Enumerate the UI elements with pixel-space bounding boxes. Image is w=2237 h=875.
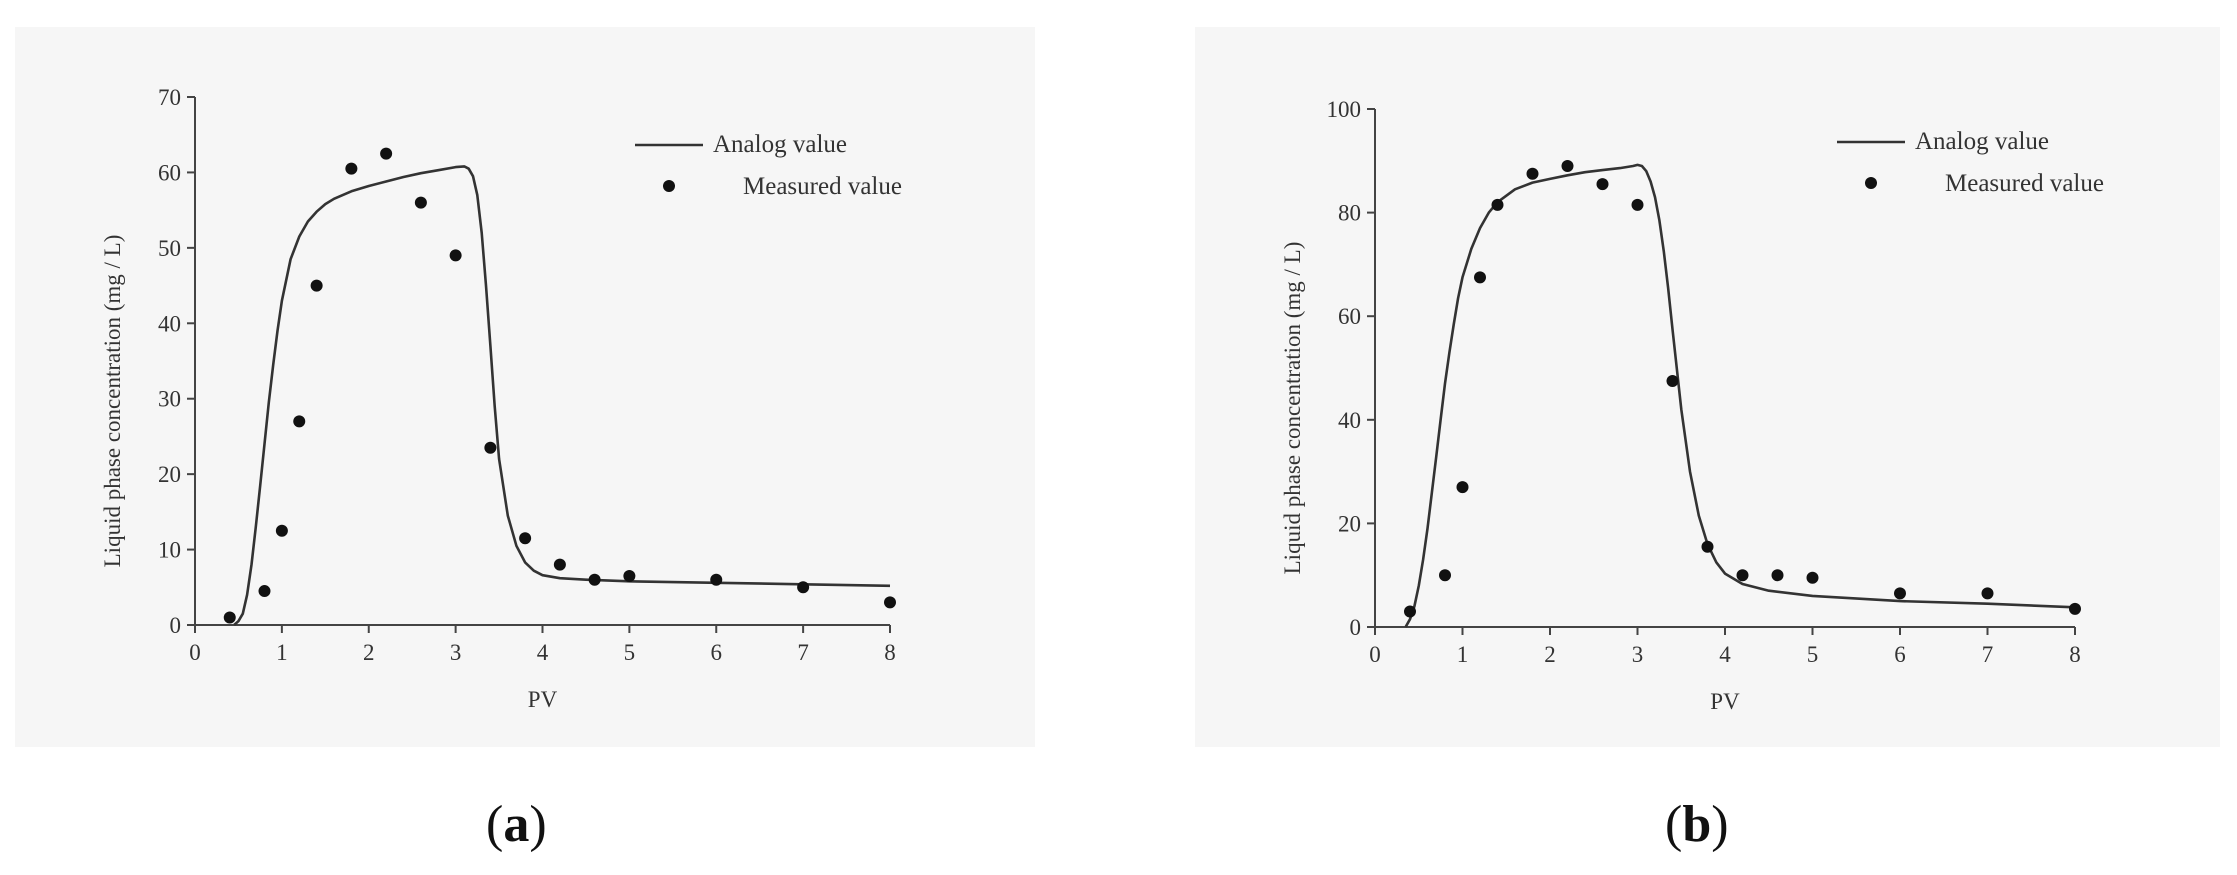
- measured-value-point: [1456, 481, 1469, 494]
- y-tick-label: 60: [158, 160, 181, 185]
- caption-b-close: ): [1711, 796, 1729, 853]
- caption-b: (b): [1665, 795, 1729, 854]
- measured-value-point: [310, 279, 323, 292]
- y-tick-label: 0: [170, 613, 182, 638]
- measured-value-point: [484, 441, 497, 454]
- legend-label: Measured value: [1945, 170, 2104, 197]
- measured-value-point: [380, 147, 393, 160]
- measured-value-point: [223, 611, 236, 624]
- measured-value-point: [1981, 587, 1994, 600]
- measured-value-point: [1404, 605, 1416, 618]
- caption-a-letter: a: [503, 796, 530, 853]
- measured-value-point: [884, 596, 896, 609]
- y-tick-label: 80: [1338, 201, 1361, 226]
- measured-value-point: [414, 196, 427, 209]
- chart-a-svg: 0 10 20 30 40 50 60 70 0 1 2 3 4 5 6 7 8 PV Liquid phase c…: [100, 85, 902, 712]
- chart-panel-a: 0 10 20 30 40 50 60 70 0 1 2 3 4 5 6 7 8 PV Liquid phase c…: [15, 27, 1035, 747]
- x-axis-label: PV: [528, 687, 558, 712]
- measured-value-point: [1474, 271, 1486, 284]
- measured-value-point: [1439, 569, 1451, 582]
- legend-dot-swatch: [663, 180, 675, 192]
- x-tick-label: 7: [797, 640, 809, 665]
- measured-value-point: [797, 581, 810, 594]
- measured-value-point: [1701, 540, 1714, 553]
- y-tick-label: 40: [1338, 408, 1361, 433]
- x-tick-label: 4: [537, 640, 549, 665]
- caption-a: (a): [486, 795, 547, 854]
- x-tick-label: 0: [189, 640, 201, 665]
- y-tick-label: 10: [158, 538, 181, 563]
- x-tick-label: 2: [1544, 642, 1556, 667]
- x-tick-label: 6: [1894, 642, 1906, 667]
- measured-value-point: [2069, 602, 2081, 615]
- y-tick-label: 30: [158, 387, 181, 412]
- measured-value-point: [1666, 374, 1679, 387]
- y-tick-label: 70: [158, 85, 181, 110]
- measured-value-point: [588, 573, 601, 586]
- measured-value-point: [1526, 167, 1539, 180]
- x-tick-label: 7: [1982, 642, 1994, 667]
- x-tick-label: 8: [884, 640, 896, 665]
- measured-value-point: [553, 558, 566, 571]
- y-tick-label: 0: [1350, 615, 1362, 640]
- caption-a-close: ): [529, 796, 547, 853]
- measured-value-point: [449, 249, 462, 262]
- measured-value-point: [293, 415, 306, 428]
- x-tick-label: 3: [450, 640, 462, 665]
- measured-value-point: [623, 569, 636, 582]
- measured-value-point: [1596, 178, 1609, 191]
- measured-value-point: [258, 585, 271, 598]
- x-tick-label: 8: [2069, 642, 2081, 667]
- y-axis-label: Liquid phase concentration (mg / L): [100, 235, 125, 568]
- legend-label: Analog value: [1915, 128, 2049, 155]
- x-tick-label: 3: [1632, 642, 1644, 667]
- x-tick-label: 1: [276, 640, 288, 665]
- measured-value-point: [710, 573, 723, 586]
- y-tick-label: 50: [158, 236, 181, 261]
- measured-value-point: [1894, 587, 1906, 600]
- caption-a-open: (: [486, 796, 504, 853]
- y-tick-label: 60: [1338, 304, 1361, 329]
- y-axis-label: Liquid phase concentration (mg / L): [1280, 242, 1305, 575]
- x-axis-label: PV: [1710, 689, 1740, 714]
- y-tick-label: 40: [158, 311, 181, 336]
- measured-value-point: [1806, 571, 1819, 584]
- measured-value-point: [1736, 569, 1749, 582]
- legend-label: Analog value: [713, 131, 847, 158]
- analog-value-line: [1404, 163, 2076, 628]
- x-tick-label: 2: [363, 640, 375, 665]
- x-tick-label: 1: [1457, 642, 1469, 667]
- measured-value-point: [519, 532, 532, 545]
- measured-value-point: [1631, 198, 1644, 211]
- x-tick-label: 6: [711, 640, 723, 665]
- x-tick-label: 4: [1719, 642, 1731, 667]
- measured-value-point: [275, 524, 288, 537]
- y-tick-label: 20: [158, 462, 181, 487]
- x-tick-label: 5: [624, 640, 636, 665]
- measured-value-point: [1561, 159, 1574, 172]
- caption-b-letter: b: [1682, 796, 1712, 853]
- legend-label: Measured value: [743, 173, 902, 200]
- chart-b-svg: 0 20 40 60 80 100 0 1 2 3 4 5 6 7 8 PV Liquid phase conc…: [1280, 97, 2104, 714]
- chart-panel-b: 0 20 40 60 80 100 0 1 2 3 4 5 6 7 8 PV Liquid phase conc…: [1195, 27, 2220, 747]
- measured-value-point: [1771, 569, 1784, 582]
- y-tick-label: 100: [1327, 97, 1362, 122]
- legend-dot-swatch: [1865, 177, 1877, 189]
- x-tick-label: 5: [1807, 642, 1819, 667]
- y-tick-label: 20: [1338, 511, 1361, 536]
- x-tick-label: 0: [1369, 642, 1381, 667]
- caption-b-open: (: [1665, 796, 1683, 853]
- measured-value-point: [345, 162, 358, 175]
- measured-value-point: [1491, 198, 1504, 211]
- analog-value-line: [233, 165, 891, 626]
